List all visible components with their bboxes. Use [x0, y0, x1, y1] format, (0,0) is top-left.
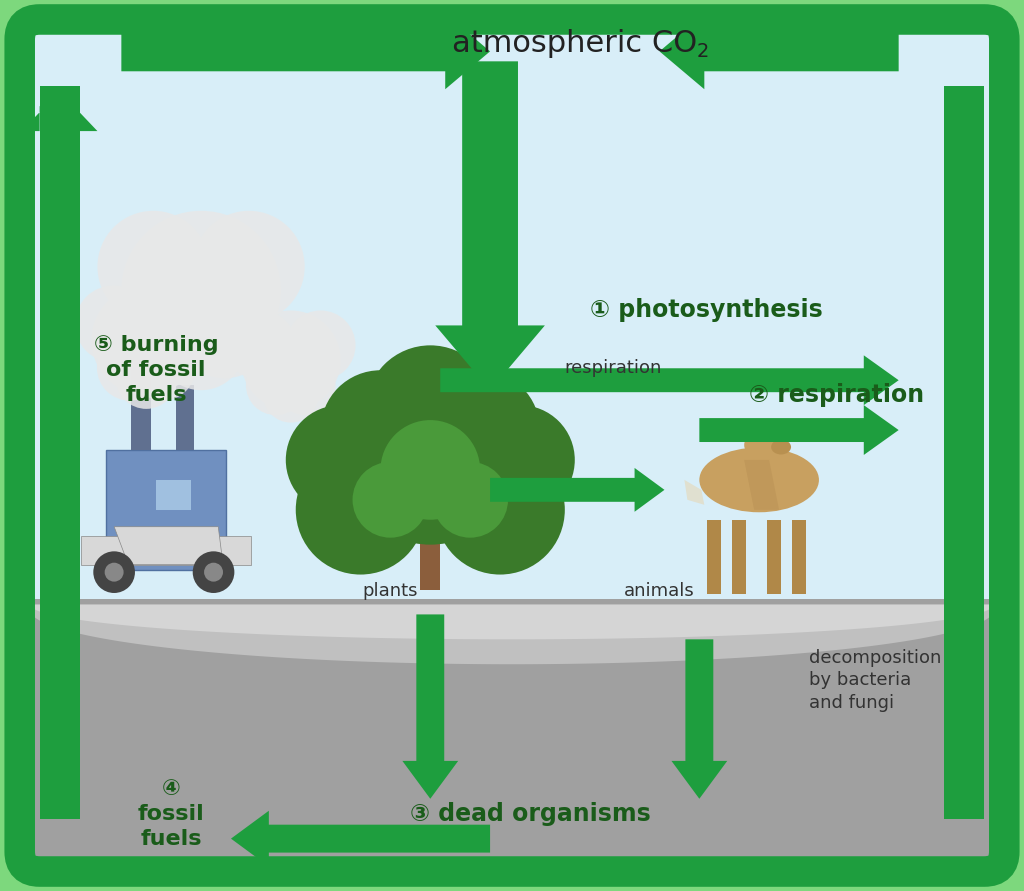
Polygon shape	[767, 519, 781, 594]
Circle shape	[366, 346, 495, 475]
Circle shape	[104, 563, 124, 582]
Circle shape	[465, 405, 574, 515]
Circle shape	[420, 371, 540, 490]
Polygon shape	[732, 519, 746, 594]
Polygon shape	[122, 13, 490, 89]
Ellipse shape	[699, 447, 819, 512]
Circle shape	[321, 371, 440, 490]
Circle shape	[193, 552, 234, 593]
Circle shape	[140, 285, 217, 363]
Polygon shape	[944, 86, 984, 819]
Text: animals: animals	[624, 583, 695, 601]
Polygon shape	[672, 640, 727, 798]
Polygon shape	[420, 510, 440, 590]
Circle shape	[130, 335, 196, 401]
Polygon shape	[684, 480, 705, 505]
Circle shape	[122, 211, 281, 371]
Circle shape	[246, 356, 306, 415]
Polygon shape	[792, 519, 806, 594]
Polygon shape	[176, 385, 195, 450]
Circle shape	[91, 285, 201, 396]
Text: ② respiration: ② respiration	[750, 383, 925, 407]
Circle shape	[352, 462, 428, 537]
Text: ③ dead organisms: ③ dead organisms	[410, 802, 650, 826]
Polygon shape	[231, 811, 490, 867]
Text: plants: plants	[362, 583, 418, 601]
Polygon shape	[30, 29, 994, 862]
Text: decomposition
by bacteria
and fungi: decomposition by bacteria and fungi	[809, 650, 941, 712]
Circle shape	[241, 310, 341, 410]
Polygon shape	[490, 468, 665, 511]
Circle shape	[204, 563, 223, 582]
Polygon shape	[30, 604, 994, 640]
Circle shape	[177, 282, 272, 379]
Ellipse shape	[744, 430, 784, 460]
Circle shape	[435, 445, 565, 575]
Polygon shape	[131, 371, 152, 450]
Circle shape	[381, 420, 480, 519]
Text: ① photosynthesis: ① photosynthesis	[590, 298, 822, 323]
Polygon shape	[699, 405, 899, 455]
Circle shape	[275, 356, 336, 415]
Text: ④
fossil
fuels: ④ fossil fuels	[138, 779, 205, 848]
Text: atmospheric CO: atmospheric CO	[453, 29, 697, 58]
Circle shape	[296, 445, 425, 575]
Text: respiration: respiration	[565, 359, 663, 377]
Polygon shape	[22, 91, 97, 131]
Circle shape	[345, 375, 515, 544]
Polygon shape	[40, 86, 80, 819]
Polygon shape	[30, 600, 994, 862]
Circle shape	[97, 335, 163, 401]
Circle shape	[432, 462, 508, 537]
Polygon shape	[402, 615, 458, 798]
Polygon shape	[30, 609, 994, 664]
Circle shape	[286, 310, 355, 380]
Polygon shape	[744, 420, 767, 440]
Circle shape	[286, 405, 395, 515]
Polygon shape	[435, 61, 545, 390]
Circle shape	[75, 285, 152, 363]
Circle shape	[129, 282, 225, 379]
Text: 2: 2	[696, 42, 709, 61]
Polygon shape	[157, 480, 191, 510]
Circle shape	[194, 211, 305, 323]
Polygon shape	[81, 536, 252, 565]
Polygon shape	[659, 13, 899, 89]
Circle shape	[158, 303, 245, 390]
Circle shape	[263, 368, 318, 422]
Polygon shape	[708, 519, 721, 594]
Polygon shape	[106, 450, 226, 569]
Circle shape	[116, 348, 176, 409]
Text: ⑤ burning
of fossil
fuels: ⑤ burning of fossil fuels	[94, 335, 218, 405]
Polygon shape	[114, 527, 223, 565]
Ellipse shape	[771, 439, 791, 454]
Circle shape	[93, 552, 135, 593]
Polygon shape	[440, 356, 899, 405]
Polygon shape	[744, 460, 779, 510]
Circle shape	[226, 310, 296, 380]
Circle shape	[97, 211, 209, 323]
